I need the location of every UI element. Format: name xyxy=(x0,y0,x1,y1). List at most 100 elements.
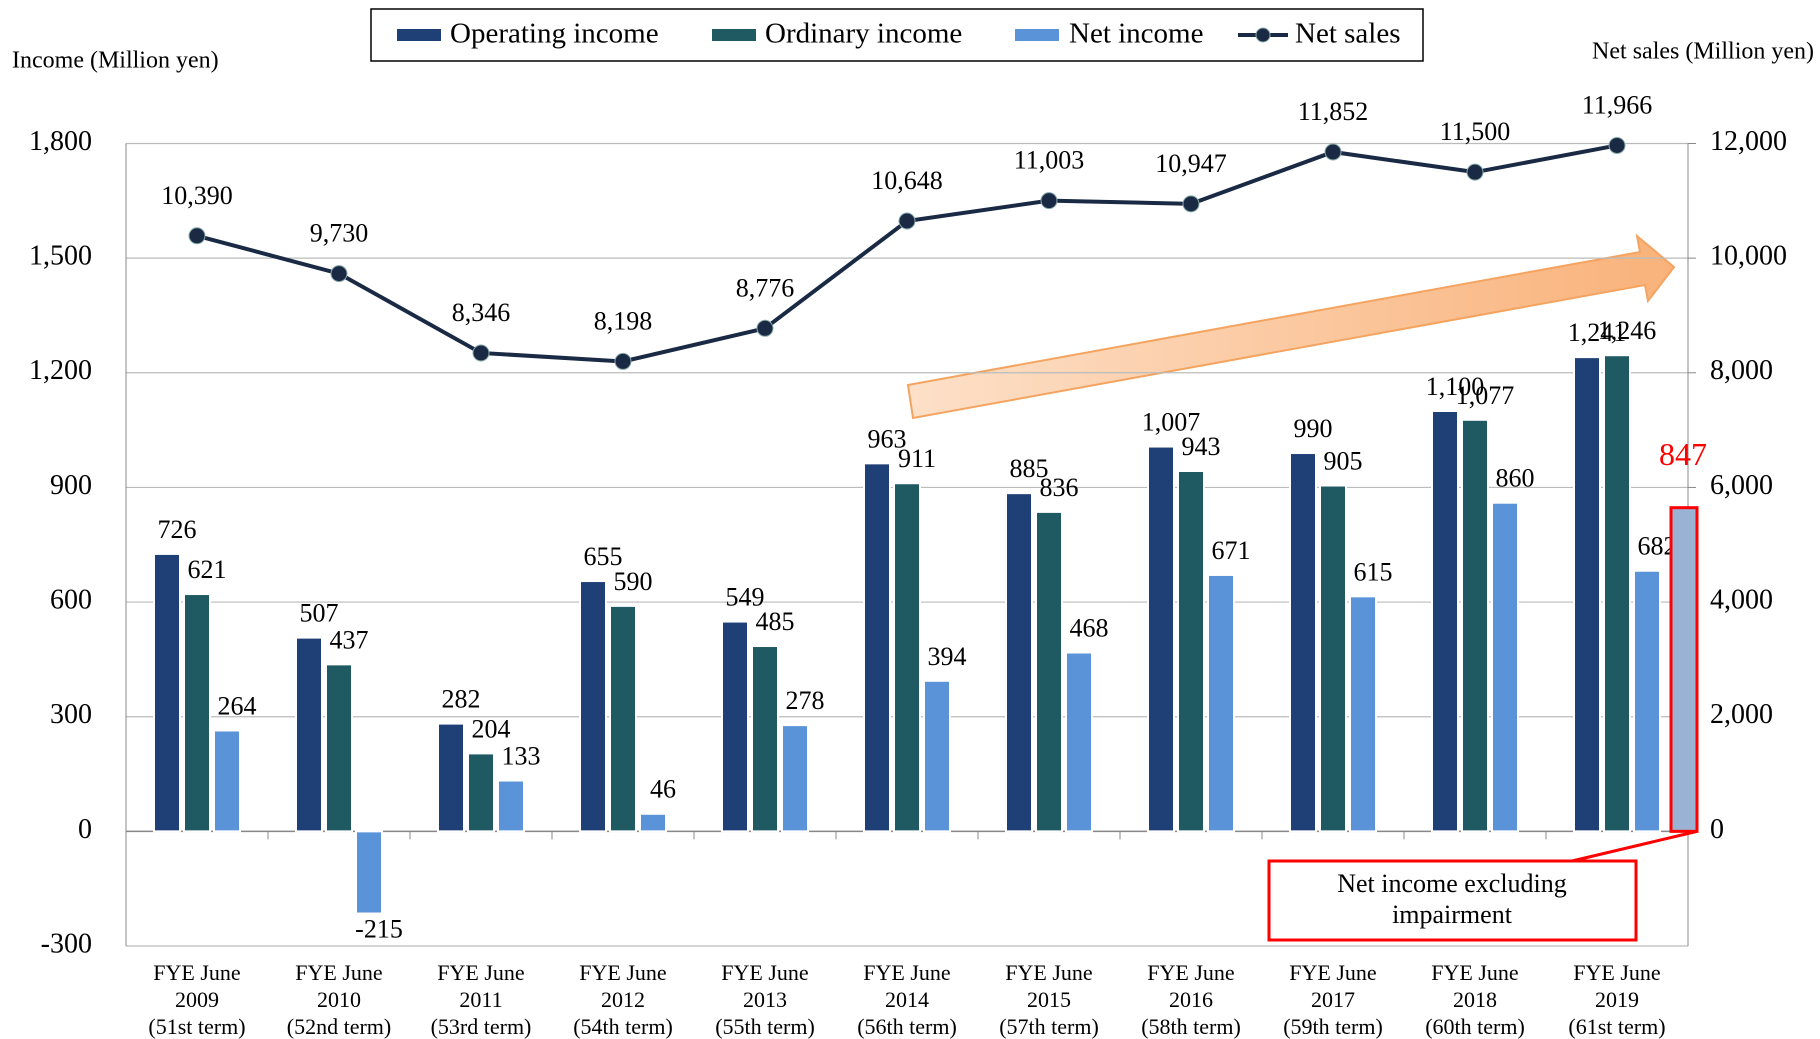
data-label: 11,003 xyxy=(1014,146,1085,175)
data-label: 549 xyxy=(726,583,765,612)
data-label: 860 xyxy=(1496,464,1535,493)
legend-label: Net income xyxy=(1069,18,1203,50)
data-label: 1,100 xyxy=(1426,372,1485,401)
y-tick-label: 0 xyxy=(78,814,92,845)
annotation-box xyxy=(1267,859,1638,942)
x-tick-label: FYE June xyxy=(1431,960,1518,985)
marker xyxy=(898,212,916,230)
bar xyxy=(1207,573,1235,833)
data-label: 990 xyxy=(1294,414,1333,443)
bar xyxy=(295,636,323,833)
x-tick-label: (51st term) xyxy=(148,1014,245,1039)
x-tick-label: FYE June xyxy=(721,960,808,985)
data-label: 726 xyxy=(158,515,197,544)
y-tick-label: 300 xyxy=(50,699,92,730)
annotation-value: 847 xyxy=(1659,436,1707,472)
marker xyxy=(1182,195,1200,213)
y-tick-label: 600 xyxy=(50,584,92,615)
bar xyxy=(1633,569,1661,833)
x-tick-label: FYE June xyxy=(579,960,666,985)
data-label: 507 xyxy=(300,599,339,628)
marker xyxy=(1324,143,1342,161)
x-tick-label: FYE June xyxy=(1005,960,1092,985)
x-tick-label: (55th term) xyxy=(715,1014,815,1039)
marker xyxy=(1040,192,1058,210)
bar xyxy=(609,604,637,833)
data-label: 9,730 xyxy=(310,219,369,248)
data-label: 282 xyxy=(442,685,481,714)
x-tick-label: FYE June xyxy=(437,960,524,985)
bar xyxy=(721,620,749,833)
data-label: 671 xyxy=(1212,536,1251,565)
bar xyxy=(1349,595,1377,833)
y-tick-label: 1,800 xyxy=(29,126,92,157)
data-label: 394 xyxy=(928,642,967,671)
data-label: 655 xyxy=(584,542,623,571)
data-label: 278 xyxy=(786,686,825,715)
x-tick-label: 2017 xyxy=(1311,987,1355,1012)
data-label: 8,346 xyxy=(452,298,511,327)
bar xyxy=(781,724,809,833)
data-label: 11,500 xyxy=(1440,117,1511,146)
y-tick-label: -300 xyxy=(41,928,92,959)
data-label: 437 xyxy=(330,625,369,654)
x-tick-label: (54th term) xyxy=(573,1014,673,1039)
x-tick-label: 2019 xyxy=(1595,987,1639,1012)
x-tick-label: FYE June xyxy=(1147,960,1234,985)
data-label: 204 xyxy=(472,714,511,743)
legend-swatch xyxy=(1015,29,1059,41)
y2-tick-label: 8,000 xyxy=(1710,355,1773,386)
legend-label: Operating income xyxy=(450,18,659,50)
x-tick-label: 2018 xyxy=(1453,987,1497,1012)
bar xyxy=(497,779,525,833)
x-tick-label: (58th term) xyxy=(1141,1014,1241,1039)
data-label: 11,966 xyxy=(1582,90,1653,119)
data-label: 8,776 xyxy=(736,273,795,302)
y-axis-title: Income (Million yen) xyxy=(12,48,219,74)
data-label: 1,246 xyxy=(1598,316,1657,345)
bar xyxy=(153,552,181,833)
annotation-text: Net income excluding xyxy=(1337,869,1567,898)
x-tick-label: 2011 xyxy=(459,987,502,1012)
marker xyxy=(756,319,774,337)
marker xyxy=(1466,163,1484,181)
legend-swatch xyxy=(1255,27,1271,43)
data-label: 1,077 xyxy=(1456,381,1515,410)
data-label: 621 xyxy=(188,555,227,584)
y2-tick-label: 2,000 xyxy=(1710,699,1773,730)
x-tick-label: (60th term) xyxy=(1425,1014,1525,1039)
bar xyxy=(1431,410,1459,833)
marker xyxy=(472,344,490,362)
x-tick-label: 2009 xyxy=(175,987,219,1012)
data-label: 905 xyxy=(1324,446,1363,475)
bar xyxy=(863,462,891,833)
legend-label: Net sales xyxy=(1295,18,1401,50)
x-tick-label: 2012 xyxy=(601,987,645,1012)
data-label: 46 xyxy=(650,775,676,804)
trend-arrow xyxy=(906,233,1676,420)
y2-tick-label: 4,000 xyxy=(1710,584,1773,615)
x-tick-label: (53rd term) xyxy=(431,1014,532,1039)
x-tick-label: (61st term) xyxy=(1568,1014,1665,1039)
bar xyxy=(893,482,921,833)
bar xyxy=(325,663,353,833)
x-tick-label: 2013 xyxy=(743,987,787,1012)
marker xyxy=(188,227,206,245)
bar xyxy=(751,645,779,833)
x-tick-label: (57th term) xyxy=(999,1014,1099,1039)
data-label: 133 xyxy=(502,742,541,771)
x-tick-label: FYE June xyxy=(153,960,240,985)
data-label: 836 xyxy=(1040,473,1079,502)
y2-tick-label: 12,000 xyxy=(1710,126,1787,157)
bar xyxy=(1491,501,1519,833)
data-label: 10,648 xyxy=(871,166,943,195)
x-tick-label: 2010 xyxy=(317,987,361,1012)
bar xyxy=(355,830,383,915)
data-label: 590 xyxy=(614,567,653,596)
y-tick-label: 900 xyxy=(50,470,92,501)
data-label: 485 xyxy=(756,607,795,636)
bar xyxy=(183,593,211,833)
y-tick-label: 1,200 xyxy=(29,355,92,386)
